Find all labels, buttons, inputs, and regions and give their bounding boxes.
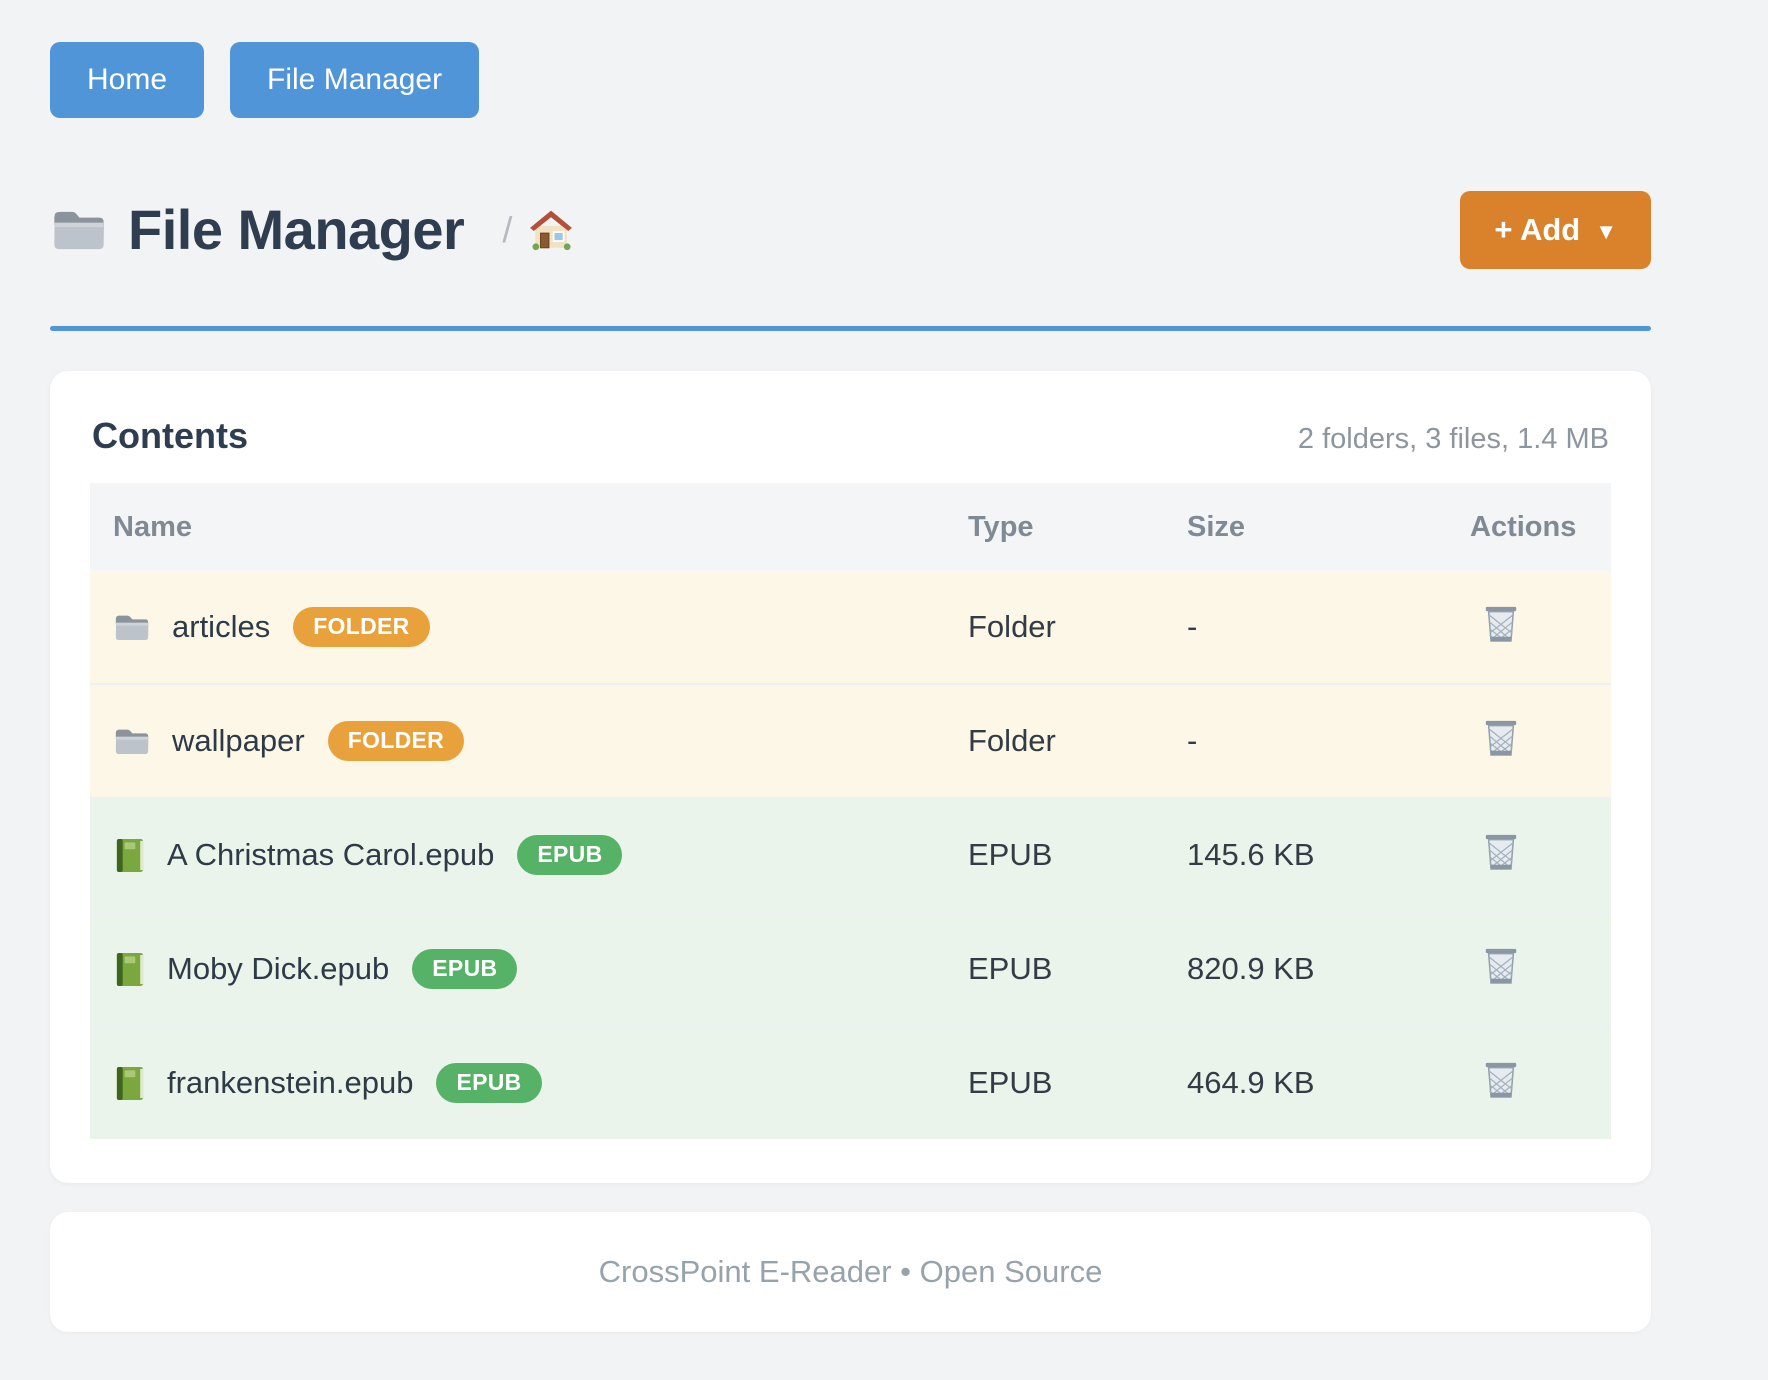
trash-icon <box>1482 944 1520 989</box>
caret-down-icon: ▼ <box>1595 218 1617 244</box>
add-button[interactable]: + Add ▼ <box>1460 191 1651 269</box>
file-name: articles <box>172 609 271 644</box>
breadcrumb-separator: / <box>502 209 513 250</box>
table-row[interactable]: A Christmas Carol.epub EPUB EPUB 145.6 K… <box>90 797 1611 911</box>
folder-icon <box>113 612 151 643</box>
table-header-row: Name Type Size Actions <box>90 483 1611 571</box>
delete-button[interactable] <box>1482 1058 1520 1103</box>
file-name: wallpaper <box>172 723 305 758</box>
type-cell: Folder <box>968 723 1056 758</box>
file-name: Moby Dick.epub <box>167 951 390 986</box>
trash-icon <box>1482 830 1520 875</box>
nav-file-manager-button[interactable]: File Manager <box>230 42 480 118</box>
actions-cell <box>1470 944 1611 994</box>
footer-text: CrossPoint E-Reader • Open Source <box>598 1254 1103 1289</box>
delete-button[interactable] <box>1482 602 1520 647</box>
page: Home File Manager File Manager / + Add <box>50 42 1651 1332</box>
delete-button[interactable] <box>1482 716 1520 761</box>
file-name: A Christmas Carol.epub <box>167 837 495 872</box>
size-cell: - <box>1187 723 1198 758</box>
footer: CrossPoint E-Reader • Open Source <box>50 1212 1651 1332</box>
page-title: File Manager <box>128 198 465 261</box>
type-badge: EPUB <box>517 835 623 875</box>
column-header-actions: Actions <box>1470 510 1577 543</box>
size-cell: 145.6 KB <box>1187 837 1315 872</box>
contents-summary: 2 folders, 3 files, 1.4 MB <box>1297 423 1609 455</box>
contents-card: Contents 2 folders, 3 files, 1.4 MB Name… <box>50 371 1651 1183</box>
trash-icon <box>1482 1058 1520 1103</box>
size-cell: 464.9 KB <box>1187 1065 1315 1100</box>
trash-icon <box>1482 602 1520 647</box>
type-badge: EPUB <box>412 949 518 989</box>
name-cell: articles FOLDER <box>90 607 968 647</box>
size-cell: 820.9 KB <box>1187 951 1315 986</box>
type-cell: EPUB <box>968 837 1053 872</box>
page-header: File Manager / + Add ▼ <box>50 190 1651 270</box>
table-row[interactable]: frankenstein.epub EPUB EPUB 464.9 KB <box>90 1025 1611 1139</box>
type-badge: FOLDER <box>327 721 465 761</box>
trash-icon <box>1482 716 1520 761</box>
top-nav: Home File Manager <box>50 42 1651 118</box>
size-cell: - <box>1187 609 1198 644</box>
column-header-size: Size <box>1187 510 1246 543</box>
home-icon[interactable] <box>528 208 574 252</box>
table-body: articles FOLDER Folder - <box>90 571 1611 1139</box>
file-name: frankenstein.epub <box>167 1065 414 1100</box>
title-divider <box>50 326 1651 331</box>
table-row[interactable]: articles FOLDER Folder - <box>90 571 1611 683</box>
type-badge: FOLDER <box>293 607 430 647</box>
book-icon <box>113 1065 146 1102</box>
book-icon <box>113 951 146 988</box>
name-cell: A Christmas Carol.epub EPUB <box>90 835 968 875</box>
type-cell: Folder <box>968 609 1056 644</box>
actions-cell <box>1470 602 1611 652</box>
book-icon <box>113 837 146 874</box>
delete-button[interactable] <box>1482 830 1520 875</box>
type-cell: EPUB <box>968 951 1053 986</box>
folder-icon <box>113 726 151 757</box>
table-row[interactable]: Moby Dick.epub EPUB EPUB 820.9 KB <box>90 911 1611 1025</box>
column-header-name: Name <box>113 510 192 543</box>
contents-title: Contents <box>92 415 248 456</box>
table-row[interactable]: wallpaper FOLDER Folder - <box>90 683 1611 797</box>
type-cell: EPUB <box>968 1065 1053 1100</box>
name-cell: frankenstein.epub EPUB <box>90 1063 968 1103</box>
delete-button[interactable] <box>1482 944 1520 989</box>
actions-cell <box>1470 716 1611 766</box>
actions-cell <box>1470 830 1611 880</box>
actions-cell <box>1470 1058 1611 1108</box>
type-badge: EPUB <box>436 1063 542 1103</box>
contents-card-header: Contents 2 folders, 3 files, 1.4 MB <box>90 411 1611 457</box>
name-cell: wallpaper FOLDER <box>90 721 968 761</box>
name-cell: Moby Dick.epub EPUB <box>90 949 968 989</box>
contents-table: Name Type Size Actions articles FOLDER F… <box>90 483 1611 1139</box>
add-button-label: + Add <box>1494 212 1581 247</box>
column-header-type: Type <box>968 510 1034 543</box>
folder-icon <box>50 206 108 254</box>
nav-home-button[interactable]: Home <box>50 42 205 118</box>
